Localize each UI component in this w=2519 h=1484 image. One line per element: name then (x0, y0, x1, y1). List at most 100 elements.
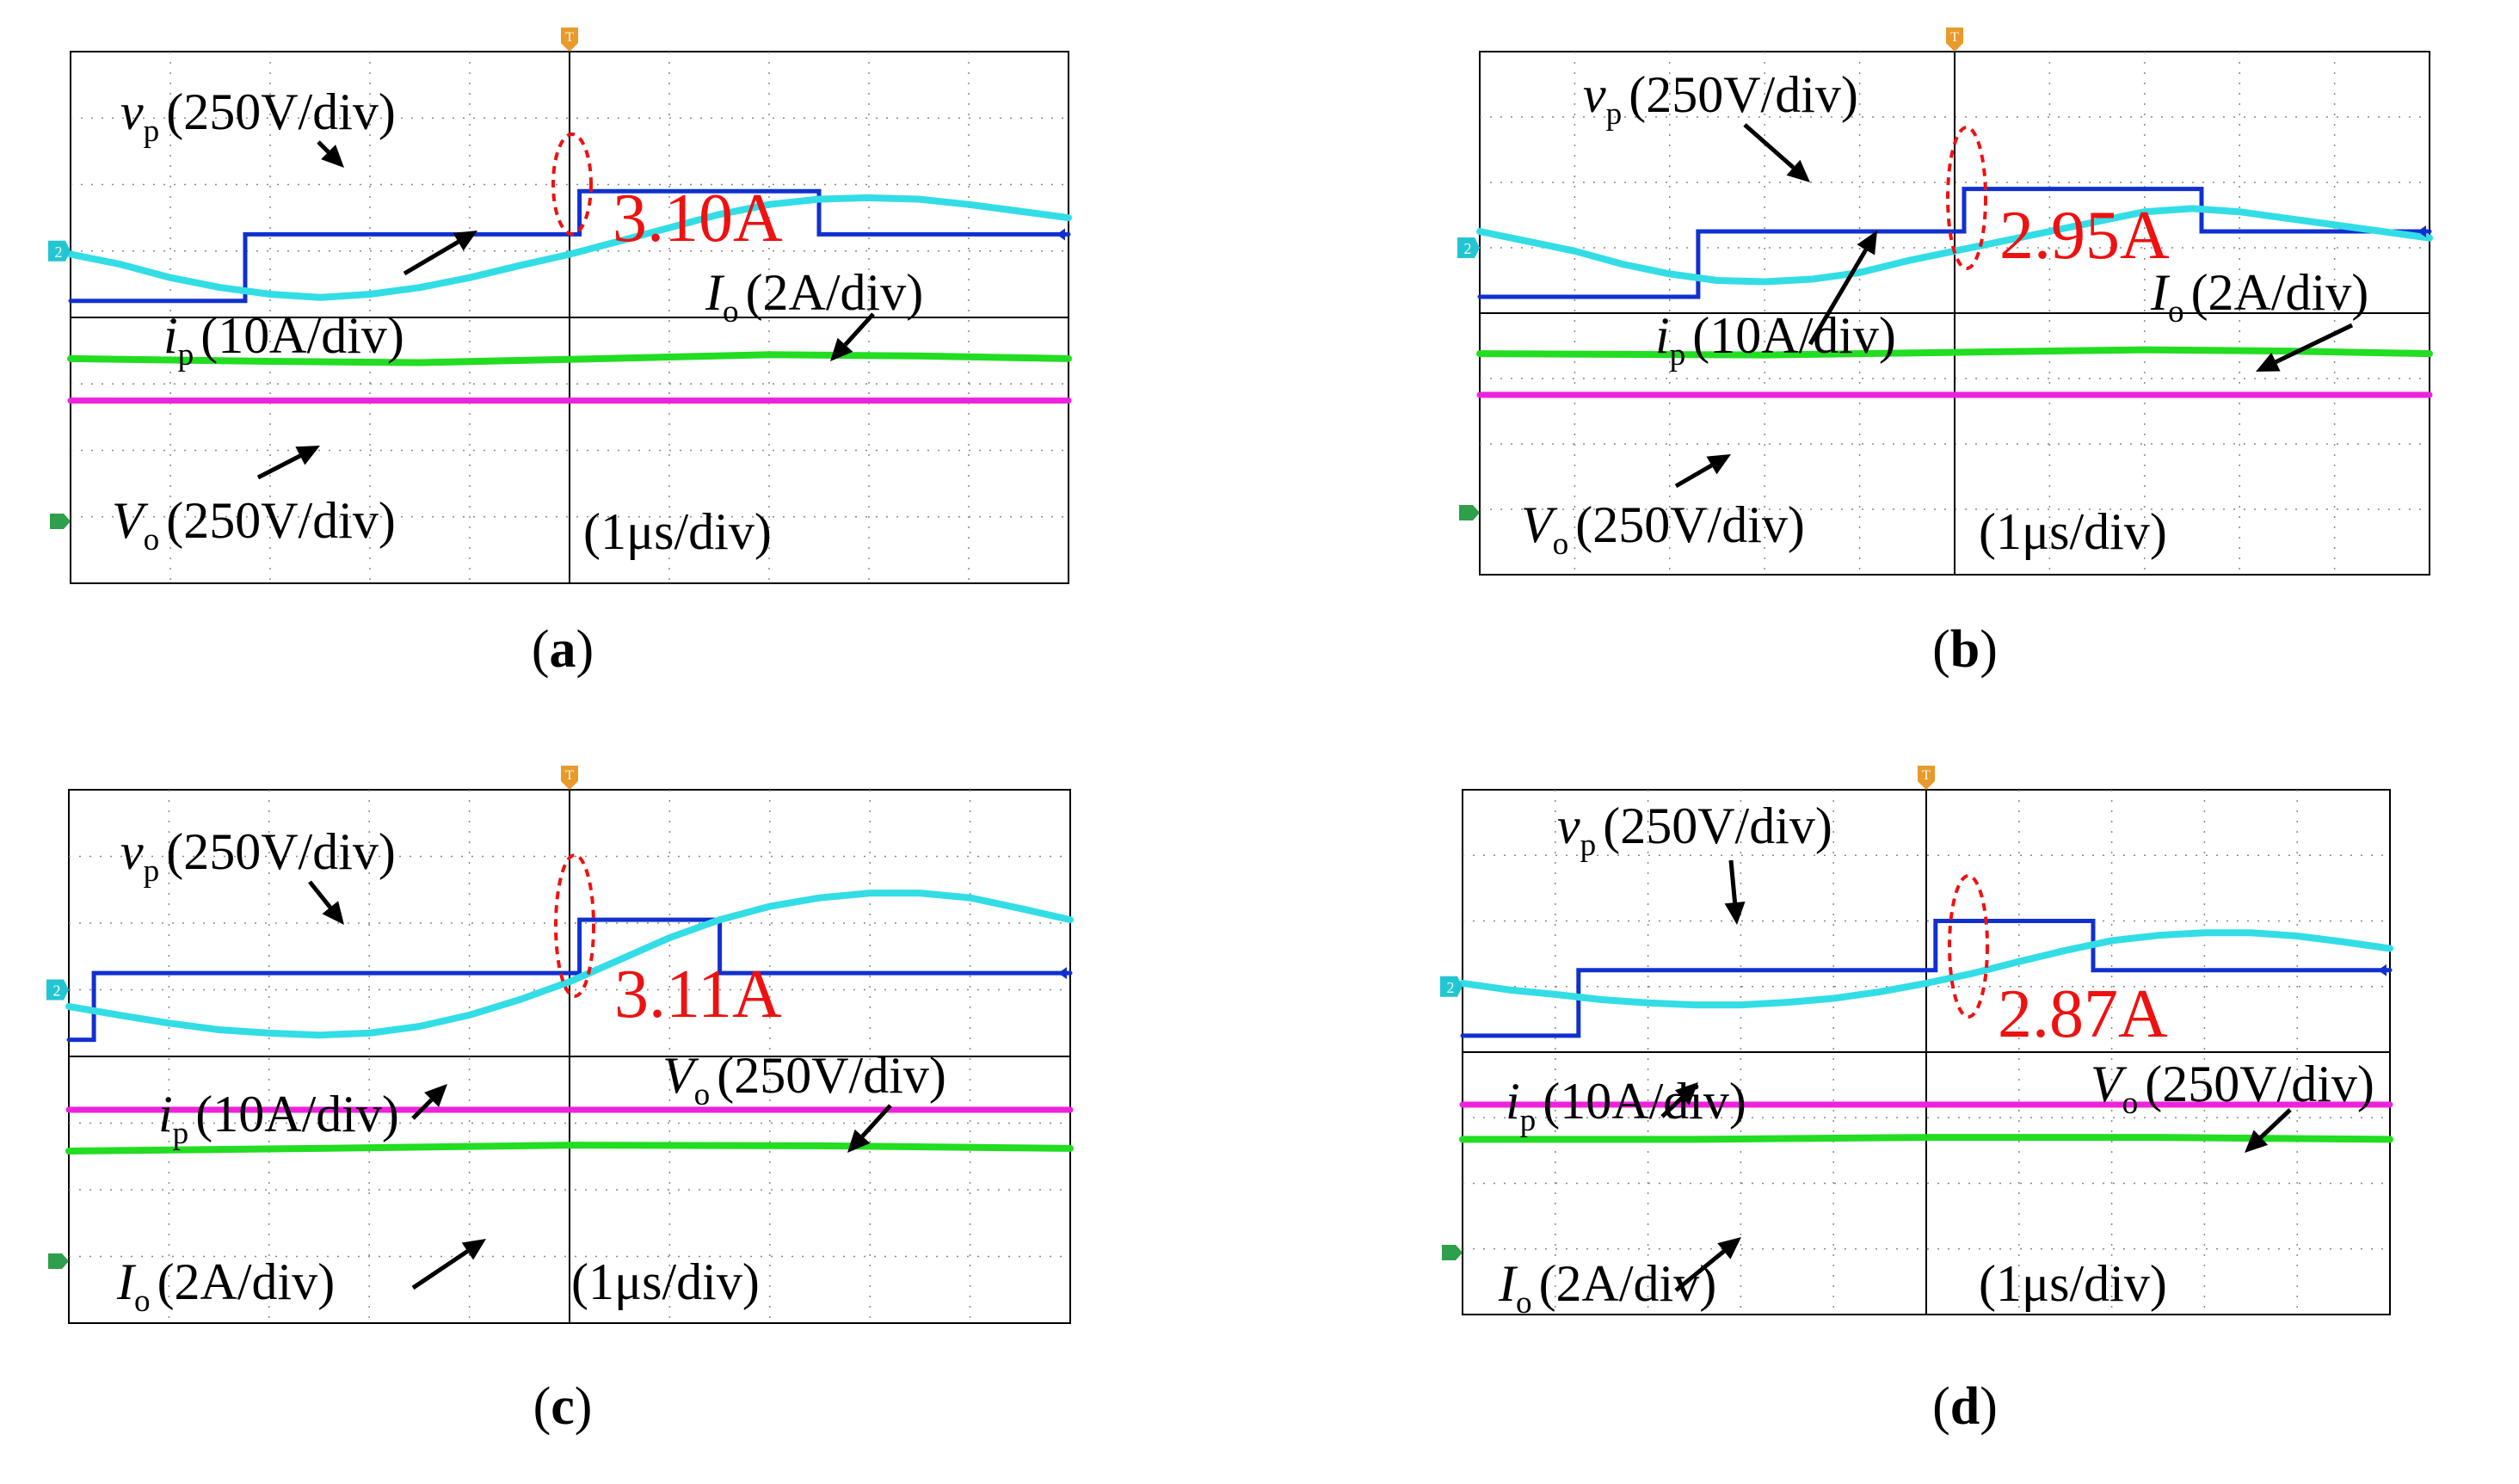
ground-marker-icon (1459, 505, 1480, 520)
label-ip: ip (10A/div) (163, 307, 404, 373)
label-ip-scale: (10A/div) (1692, 307, 1896, 364)
trace-vp (66, 917, 1073, 1043)
label-io-symbol: I (116, 1253, 137, 1310)
trigger-label: T (1950, 30, 1959, 45)
arrow-io-head (830, 337, 853, 361)
label-vp-subscript: p (144, 114, 160, 149)
label-vo-scale: (250V/div) (166, 492, 396, 549)
arrow-vp-shaft (317, 140, 330, 154)
label-io-symbol: I (2150, 264, 2171, 321)
caption-c: (c) (533, 1377, 593, 1436)
label-vp-scale: (250V/div) (166, 823, 396, 880)
label-vo: Vo (250V/div) (2091, 1056, 2374, 1121)
label-timebase: (1μs/div) (583, 503, 772, 560)
arrow-vo-shaft (2259, 1108, 2292, 1139)
label-ip-subscript: p (173, 1116, 189, 1151)
label-io-subscript: o (1516, 1285, 1532, 1321)
label-vp-symbol: v (120, 823, 144, 880)
trace-ip (65, 890, 1074, 1039)
label-timebase: (1μs/div) (1979, 1255, 2167, 1312)
ground-marker-icon (50, 514, 71, 529)
label-vo-symbol: V (662, 1047, 699, 1104)
trace-vp (1460, 919, 2393, 1038)
arrow-vo-head (847, 1129, 871, 1153)
arrow-io-shaft (843, 312, 875, 347)
arrow-ip-shaft (1808, 249, 1868, 346)
label-io-scale: (2A/div) (2191, 264, 2369, 321)
label-ip: ip (10A/div) (1655, 307, 1896, 373)
label-io-symbol: I (705, 264, 725, 321)
label-ip-scale: (10A/div) (200, 307, 404, 364)
trace-ip (67, 194, 1072, 301)
channel2-marker-icon (48, 240, 71, 262)
scope-panel-d: T 2 2.87A vp (250V/div) ip (10A/div) Io (2A/div)… (1260, 740, 2519, 1480)
label-vp: vp (250V/div) (120, 823, 396, 889)
arrow-io-shaft (411, 1249, 469, 1290)
label-io: Io (2A/div) (116, 1253, 335, 1319)
label-io-subscript: o (2168, 294, 2184, 329)
label-io-scale: (2A/div) (157, 1253, 336, 1310)
arrow-ip-head (1674, 1082, 1698, 1105)
label-vp-scale: (250V/div) (166, 83, 396, 140)
trigger-icon (561, 28, 578, 52)
caption-b: (b) (1932, 620, 1998, 679)
arrow-vo-shaft (860, 1104, 892, 1138)
trigger-icon (1946, 28, 1963, 52)
ip-crossing-highlight (1946, 126, 1987, 270)
arrow-io-shaft (2275, 323, 2354, 364)
label-ip-scale: (10A/div) (195, 1086, 399, 1142)
arrow-ip-head (1857, 231, 1877, 256)
ip-crossing-highlight (1948, 874, 1989, 1019)
level-marker-icon (1056, 228, 1065, 241)
level-marker-icon (2378, 964, 2387, 976)
label-ip-subscript: p (1520, 1103, 1537, 1138)
label-ip-scale: (10A/div) (1543, 1073, 1746, 1130)
label-vo-subscript: o (694, 1077, 711, 1112)
label-vo-symbol: V (1521, 496, 1558, 553)
label-ip: ip (10A/div) (1506, 1073, 1746, 1138)
channel2-marker-icon (1457, 237, 1480, 258)
channel2-marker-icon (46, 979, 69, 1001)
trigger-label: T (1922, 768, 1931, 783)
label-io-subscript: o (723, 294, 739, 329)
label-vp-symbol: v (1583, 66, 1606, 123)
arrow-vp-shaft (1743, 123, 1795, 169)
label-vo-scale: (250V/div) (2145, 1056, 2374, 1112)
trace-ip (1459, 929, 2393, 1009)
channel2-marker-label: 2 (55, 243, 63, 261)
arrow-vo-head (2245, 1130, 2269, 1153)
label-timebase: (1μs/div) (571, 1253, 760, 1310)
label-vp: vp (250V/div) (1557, 797, 1832, 863)
trigger-icon (561, 766, 578, 790)
caption-a: (a) (531, 620, 594, 679)
arrow-vp-head (1786, 159, 1810, 182)
trace-Io (65, 1142, 1074, 1155)
label-vo: Vo (250V/div) (662, 1047, 946, 1112)
channel2-marker-icon (1440, 976, 1463, 997)
arrow-vp-head (1724, 901, 1746, 925)
trace-Io (1476, 346, 2433, 359)
label-ip-symbol: i (1506, 1073, 1520, 1130)
arrow-ip-shaft (1660, 1096, 1684, 1118)
label-vo-scale: (250V/div) (1575, 496, 1805, 553)
label-timebase: (1μs/div) (1979, 503, 2167, 560)
label-ip-subscript: p (178, 337, 194, 373)
label-ip-symbol: i (158, 1086, 173, 1142)
arrow-vo-head (1706, 454, 1731, 475)
current-annotation: 2.95A (1999, 198, 2170, 274)
ground-marker-icon (48, 1253, 69, 1269)
label-vo-subscript: o (2122, 1086, 2139, 1121)
label-ip-symbol: i (163, 307, 178, 364)
arrow-vo-shaft (256, 453, 302, 480)
label-vp-scale: (250V/div) (1603, 797, 1832, 854)
arrow-io-shaft (1674, 1249, 1726, 1292)
scope-panel-a: T 2 3.10A vp (250V/div) ip (10A/div) Io (2A/div)… (0, 0, 1260, 714)
arrow-vp-shaft (308, 880, 332, 909)
level-marker-icon (1058, 967, 1067, 980)
label-vp-scale: (250V/div) (1629, 66, 1858, 123)
label-vo-symbol: V (112, 492, 149, 549)
